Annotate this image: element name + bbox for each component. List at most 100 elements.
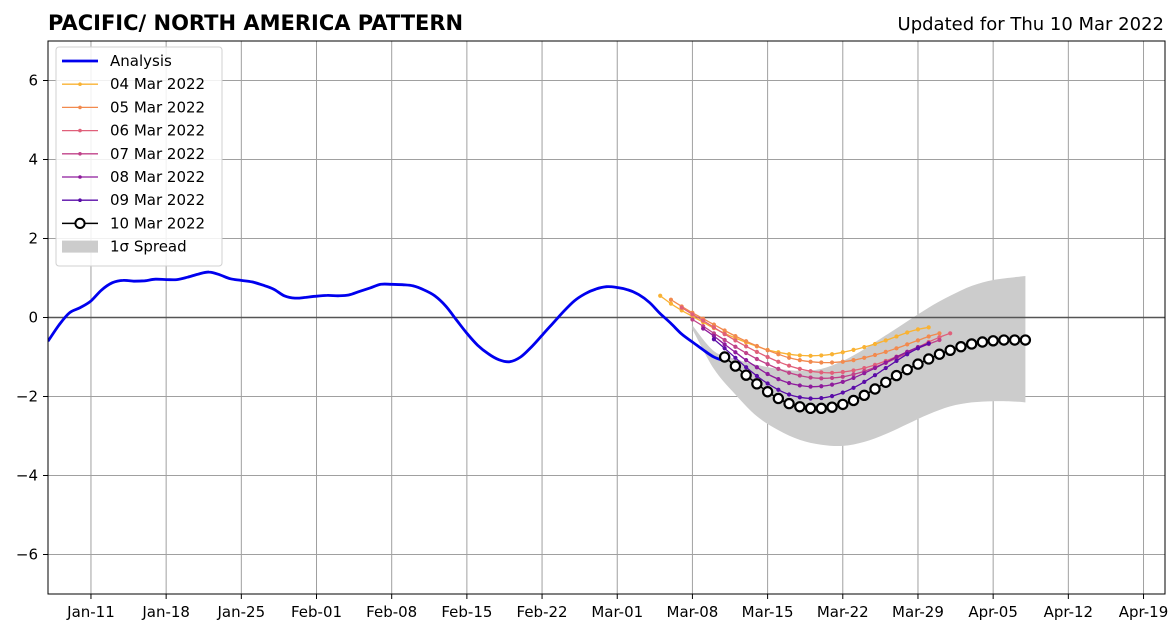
- forecast-point: [744, 350, 749, 356]
- forecast-point: [883, 360, 888, 365]
- x-tick-label: Apr-19: [1119, 603, 1169, 621]
- forecast-series: [711, 337, 931, 401]
- forecast-point: [948, 331, 953, 336]
- forecast-point: [872, 341, 878, 347]
- forecast-point: [772, 392, 785, 405]
- y-tick-label: 4: [28, 151, 38, 169]
- forecast-point: [862, 379, 867, 384]
- forecast-point: [797, 358, 802, 363]
- legend-item: 06 Mar 2022: [62, 122, 205, 140]
- forecast-point: [765, 354, 770, 360]
- x-tick-label: Jan-25: [217, 603, 266, 621]
- forecast-point: [744, 344, 749, 349]
- legend-label: Analysis: [110, 52, 172, 70]
- forecast-point: [933, 348, 946, 360]
- legend-label: 1σ Spread: [110, 238, 187, 256]
- forecast-point: [915, 346, 921, 351]
- forecast-point: [808, 384, 813, 389]
- forecast-point: [808, 359, 813, 364]
- forecast-point: [783, 397, 795, 410]
- x-tick-label: Mar-08: [667, 603, 719, 621]
- forecast-point: [658, 293, 663, 298]
- legend-label: 07 Mar 2022: [110, 145, 205, 163]
- forecast-point: [829, 360, 835, 365]
- forecast-point: [754, 343, 759, 349]
- forecast-point: [840, 359, 845, 364]
- forecast-point: [786, 355, 792, 360]
- forecast-point: [733, 333, 738, 339]
- x-tick-label: Apr-12: [1044, 603, 1094, 621]
- forecast-point: [905, 330, 910, 335]
- forecast-point: [740, 369, 752, 381]
- forecast-point: [751, 378, 763, 390]
- forecast-point: [858, 389, 870, 402]
- legend-item: 04 Mar 2022: [62, 75, 205, 93]
- forecast-point: [701, 326, 706, 331]
- legend-swatch: [62, 240, 98, 253]
- forecast-point: [668, 301, 674, 306]
- spread-band: [692, 276, 1026, 447]
- forecast-point: [862, 355, 867, 360]
- forecast-point: [883, 365, 888, 371]
- forecast-point: [1008, 334, 1021, 346]
- y-tick-label: 2: [28, 230, 38, 248]
- forecast-point: [744, 358, 749, 363]
- forecast-point: [786, 370, 792, 375]
- legend-label: 04 Mar 2022: [110, 75, 205, 93]
- forecast-point: [819, 384, 824, 389]
- x-tick-label: Feb-08: [366, 603, 417, 621]
- forecast-point: [754, 365, 759, 370]
- x-tick-label: Mar-15: [742, 603, 794, 621]
- y-tick-label: −4: [16, 467, 38, 485]
- forecast-point: [797, 366, 802, 371]
- legend-marker: [78, 128, 82, 133]
- forecast-point: [851, 368, 856, 373]
- x-tick-label: Mar-29: [892, 603, 944, 621]
- forecast-point: [733, 338, 738, 343]
- x-tick-label: Mar-22: [817, 603, 869, 621]
- forecast-point: [851, 358, 856, 363]
- forecast-point: [718, 351, 731, 363]
- x-tick-label: Feb-22: [517, 603, 568, 621]
- forecast-point: [894, 346, 899, 351]
- forecast-point: [851, 347, 856, 352]
- forecast-point: [872, 365, 878, 371]
- forecast-point: [722, 346, 727, 351]
- forecast-point: [890, 369, 903, 382]
- forecast-point: [819, 376, 824, 381]
- forecast-point: [679, 305, 684, 310]
- forecast-point: [668, 297, 674, 302]
- forecast-point: [862, 371, 867, 376]
- forecast-point: [1019, 334, 1032, 346]
- legend-label: 10 Mar 2022: [110, 214, 205, 232]
- forecast-point: [815, 402, 828, 415]
- forecast-point: [901, 363, 913, 376]
- forecast-point: [797, 395, 802, 400]
- forecast-point: [912, 358, 924, 370]
- forecast-point: [690, 317, 695, 322]
- forecast-point: [794, 401, 806, 413]
- axes: Jan-11 Jan-18 Jan-25 Feb-01 Feb-08 Feb-15 Feb-…: [16, 72, 1168, 622]
- forecast-point: [955, 341, 967, 353]
- y-tick-label: −2: [16, 388, 38, 406]
- forecast-point: [851, 385, 856, 390]
- forecast-point: [915, 327, 921, 332]
- forecast-point: [829, 382, 835, 387]
- forecast-point: [869, 383, 881, 395]
- forecast-point: [926, 325, 931, 330]
- legend-label: 05 Mar 2022: [110, 98, 205, 116]
- forecast-point: [872, 373, 878, 378]
- forecast-point: [872, 352, 878, 358]
- forecast-point: [883, 338, 888, 343]
- forecast-point: [829, 352, 835, 357]
- updated-date: Updated for Thu 10 Mar 2022: [898, 14, 1164, 35]
- forecast-point: [840, 369, 845, 375]
- forecast-point: [776, 377, 781, 382]
- spread-band-layer: [692, 276, 1026, 447]
- forecast-point: [965, 338, 978, 350]
- forecast-point: [776, 359, 781, 364]
- forecast-point: [937, 331, 942, 336]
- legend-box: [55, 46, 223, 267]
- legend-item: 09 Mar 2022: [62, 191, 205, 209]
